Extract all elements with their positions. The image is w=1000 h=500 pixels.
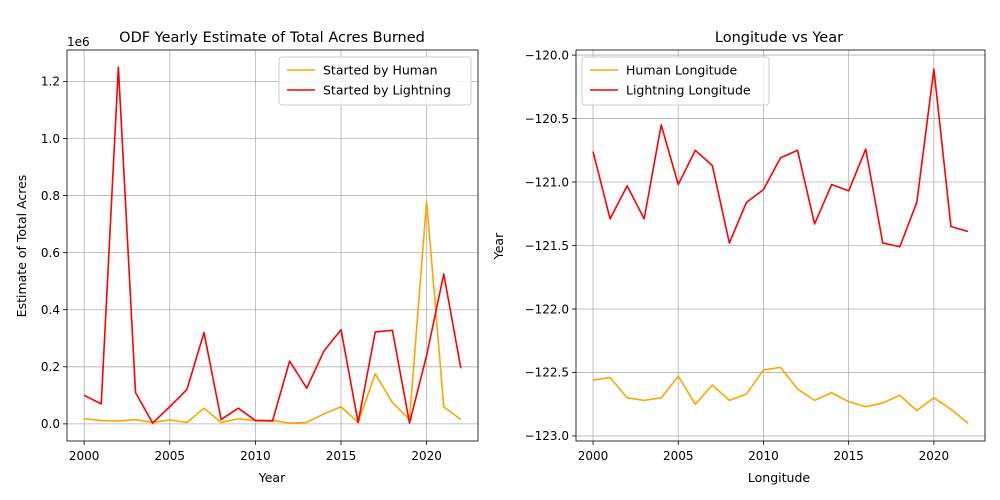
series-line-human-longitude — [592, 366, 969, 424]
x-tick-label: 2000 — [578, 449, 609, 463]
y-tick-label: −123.0 — [525, 429, 569, 443]
y-tick-label: −121.5 — [525, 239, 569, 253]
legend-box — [581, 56, 770, 106]
x-tick-label: 2010 — [240, 449, 271, 463]
y-tick-label: 1.2 — [41, 75, 60, 89]
y-tick-label: 0.0 — [41, 417, 60, 431]
x-axis-label: Year — [258, 470, 286, 485]
series-line-started-by-human — [84, 200, 462, 424]
legend-label: Lightning Longitude — [626, 83, 751, 98]
y-axis-label: Estimate of Total Acres — [14, 175, 29, 318]
acres-burned-chart: ODF Yearly Estimate of Total Acres Burne… — [14, 30, 479, 485]
x-tick-label: 2005 — [154, 449, 185, 463]
x-tick-label: 2020 — [919, 449, 950, 463]
legend-box — [278, 56, 472, 106]
longitude-chart: Longitude vs Year 2000 2005 2010 2015 2020 −… — [491, 30, 986, 485]
x-tick-label: 2015 — [326, 449, 357, 463]
y-axis-label: Year — [491, 232, 506, 260]
series-line-started-by-lightning — [83, 66, 462, 424]
x-tick-label: 2000 — [69, 449, 100, 463]
x-tick-label: 2020 — [411, 449, 442, 463]
y-tick-label: −120.5 — [525, 112, 569, 126]
legend-label: Started by Human — [323, 63, 438, 78]
y-tick-label: 1.0 — [41, 132, 60, 146]
y-tick-label: −120.0 — [525, 48, 569, 62]
y-tick-label: 0.4 — [41, 303, 60, 317]
y-offset-label: 1e6 — [67, 35, 90, 49]
x-axis-ticks: 2000 2005 2010 2015 2020 — [578, 441, 949, 463]
y-tick-label: −121.0 — [525, 175, 569, 189]
y-axis-ticks: 0.0 0.2 0.4 0.6 0.8 1.0 1.2 — [41, 75, 67, 431]
legend-label: Human Longitude — [626, 63, 738, 78]
y-axis-ticks: −123.0 −122.5 −122.0 −121.5 −121.0 −120.5 −120… — [525, 48, 576, 443]
x-tick-label: 2010 — [748, 449, 779, 463]
chart-title: Longitude vs Year — [715, 30, 843, 46]
x-tick-label: 2005 — [663, 449, 694, 463]
series-layer — [83, 66, 462, 424]
grid-lines — [67, 50, 478, 441]
x-axis-label: Longitude — [748, 470, 810, 485]
legend-label: Started by Lightning — [323, 83, 451, 98]
grid-lines — [576, 50, 985, 441]
legend: Human Longitude Lightning Longitude — [581, 56, 770, 106]
chart-title: ODF Yearly Estimate of Total Acres Burne… — [119, 30, 425, 46]
y-tick-label: −122.0 — [525, 302, 569, 316]
y-tick-label: 0.6 — [41, 246, 60, 260]
y-tick-label: 0.8 — [41, 189, 60, 203]
x-axis-ticks: 2000 2005 2010 2015 2020 — [69, 441, 442, 463]
y-tick-label: −122.5 — [525, 366, 569, 380]
x-tick-label: 2015 — [833, 449, 864, 463]
legend: Started by Human Started by Lightning — [278, 56, 472, 106]
y-tick-label: 0.2 — [41, 360, 60, 374]
series-layer — [592, 68, 969, 424]
series-line-lightning-longitude — [592, 68, 969, 248]
plot-frame — [66, 49, 479, 442]
